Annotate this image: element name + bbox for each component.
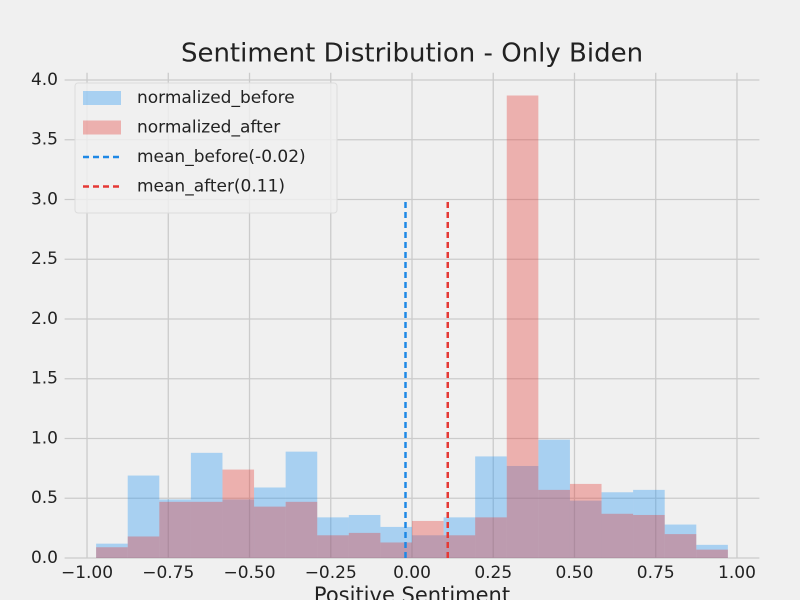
bar xyxy=(696,549,728,558)
x-tick-label: −1.00 xyxy=(61,563,113,583)
bar xyxy=(633,489,665,558)
bar xyxy=(475,456,507,558)
bar xyxy=(538,439,570,558)
bar xyxy=(664,524,697,558)
bar xyxy=(601,513,634,558)
bar xyxy=(475,517,507,558)
bar xyxy=(254,506,286,558)
x-tick-label: −0.25 xyxy=(305,563,357,583)
legend-swatch xyxy=(83,120,121,135)
y-tick-label: 3.5 xyxy=(31,130,58,150)
bar xyxy=(601,492,634,558)
bar xyxy=(348,532,381,558)
x-tick-label: 0.25 xyxy=(474,563,512,583)
bar xyxy=(538,489,570,558)
y-tick-label: 4.0 xyxy=(31,70,58,90)
x-tick-label: 0.50 xyxy=(556,563,594,583)
chart-title: Sentiment Distribution - Only Biden xyxy=(181,39,643,69)
bar xyxy=(190,452,223,558)
bar xyxy=(569,483,602,558)
legend-label: normalized_after xyxy=(137,118,280,138)
legend: normalized_before normalized_after mean_be… xyxy=(74,82,338,214)
x-tick-label: 1.00 xyxy=(718,563,756,583)
bar xyxy=(412,520,444,558)
y-tick-label: 2.5 xyxy=(31,249,58,269)
bar xyxy=(506,95,539,558)
x-tick-label: −0.75 xyxy=(142,563,194,583)
bar xyxy=(633,514,665,558)
bar xyxy=(285,451,318,558)
legend-frame xyxy=(74,82,338,214)
x-axis-label: Positive Sentiment xyxy=(314,583,510,600)
bar xyxy=(380,542,412,558)
bar xyxy=(127,475,160,558)
y-tick-label: 0.0 xyxy=(31,548,58,568)
bar xyxy=(159,499,191,558)
legend-label: mean_before(-0.02) xyxy=(137,147,306,167)
bar xyxy=(96,547,128,558)
bar xyxy=(412,535,444,558)
bar xyxy=(254,487,286,558)
x-tick-label: −0.50 xyxy=(223,563,275,583)
bar xyxy=(222,469,255,558)
bar xyxy=(190,501,223,558)
y-tick-label: 1.0 xyxy=(31,428,58,448)
bar xyxy=(96,543,128,558)
bar xyxy=(317,517,349,558)
y-tick-label: 2.0 xyxy=(31,309,58,329)
bar xyxy=(506,465,539,558)
legend-label: normalized_before xyxy=(137,88,295,108)
legend-label: mean_after(0.11) xyxy=(137,177,285,197)
bar xyxy=(696,544,728,558)
bar xyxy=(569,500,602,558)
y-tick-label: 1.5 xyxy=(31,369,58,389)
x-tick-label: 0.00 xyxy=(393,563,431,583)
bar xyxy=(222,499,255,558)
bar xyxy=(127,536,160,558)
bar xyxy=(317,535,349,558)
y-tick-label: 3.0 xyxy=(31,189,58,209)
bar xyxy=(443,535,476,558)
legend-swatch xyxy=(83,91,121,105)
bar xyxy=(348,514,381,558)
bar xyxy=(285,501,318,558)
x-tick-label: 0.75 xyxy=(637,563,675,583)
y-tick-label: 0.5 xyxy=(31,488,58,508)
bar xyxy=(664,534,697,558)
bar xyxy=(159,501,191,558)
